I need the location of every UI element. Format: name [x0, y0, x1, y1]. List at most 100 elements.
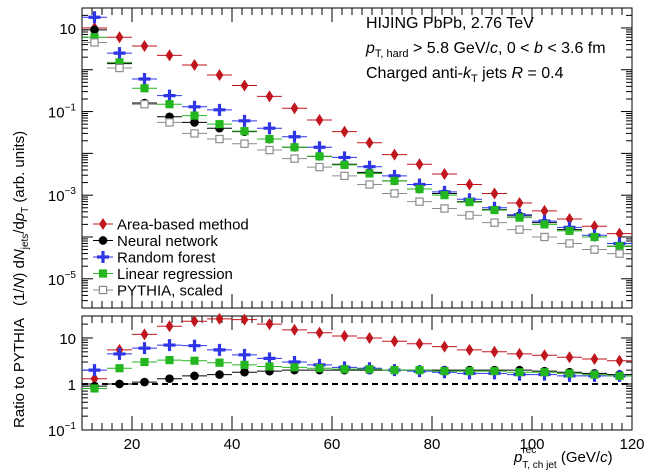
pythia-scaled-point	[465, 211, 474, 220]
area-based-method-point	[190, 58, 199, 71]
area-based-method-point	[440, 340, 449, 353]
pythia-scaled-point	[490, 218, 499, 227]
area-based-method-point	[440, 168, 449, 181]
linear-regression-point	[465, 198, 474, 207]
x-tick-label: 60	[324, 436, 341, 453]
pythia-scaled-point	[115, 63, 124, 73]
pythia-scaled-point	[90, 38, 99, 47]
area-based-method-point	[165, 49, 174, 62]
x-axis-label: prec T, ch jet (GeV/c)	[513, 445, 613, 471]
random-forest-point	[263, 352, 276, 365]
random-forest-point	[163, 89, 176, 102]
bottom-x-ticks: 20 40 60 80 100 120	[81, 316, 645, 453]
area-based-method-point	[265, 318, 274, 331]
legend-marker-neural-network	[98, 236, 108, 245]
linear-regression-point	[340, 160, 349, 169]
neural-network-point	[190, 118, 199, 127]
pythia-scaled-point	[140, 99, 149, 109]
top-plot-frame	[81, 7, 633, 309]
linear-regression-point	[565, 226, 574, 235]
area-based-method-point	[215, 312, 224, 325]
area-based-method-point	[165, 320, 174, 333]
area-based-method-point	[615, 354, 624, 367]
random-forest-point	[113, 347, 126, 360]
random-forest-point	[113, 47, 126, 60]
linear-regression-point	[140, 357, 149, 367]
linear-regression-point	[440, 191, 449, 200]
legend-marker-linear-regression	[98, 269, 108, 278]
linear-regression-point	[590, 232, 599, 242]
area-based-method-point	[365, 136, 374, 149]
annotation-line-3: Charged anti-kT jets R = 0.4	[366, 65, 564, 85]
area-based-method-point	[565, 351, 574, 364]
linear-regression-point	[490, 205, 499, 215]
area-based-method-point	[340, 125, 349, 138]
linear-regression-point	[365, 169, 374, 178]
top-y-tick-label: 10−1	[48, 103, 77, 122]
pythia-scaled-point	[440, 204, 449, 213]
legend-marker-pythia-scaled	[98, 285, 108, 295]
area-based-method-point	[515, 196, 524, 209]
top-data-points	[82, 11, 632, 258]
area-based-method-point	[490, 187, 499, 200]
area-based-method-point	[390, 335, 399, 348]
random-forest-point	[88, 364, 101, 377]
bottom-y-axis-label: Ratio to PYTHIA	[11, 318, 28, 428]
area-based-method-point	[215, 68, 224, 81]
linear-regression-point	[615, 371, 624, 380]
area-based-method-point	[615, 227, 624, 240]
neural-network-point	[90, 25, 99, 35]
area-based-method-point	[115, 31, 124, 44]
linear-regression-point	[415, 366, 424, 375]
legend-marker-random-forest	[97, 251, 109, 263]
linear-regression-point	[140, 84, 149, 93]
linear-regression-point	[165, 100, 174, 109]
linear-regression-point	[115, 58, 124, 67]
random-forest-point	[138, 342, 151, 355]
random-forest-point	[238, 348, 251, 361]
top-y-tick-label: 10−5	[48, 270, 77, 289]
random-forest-point	[138, 73, 151, 86]
bottom-y-tick-label: 1	[68, 377, 76, 394]
random-forest-point	[288, 130, 301, 143]
pythia-scaled-point	[565, 239, 574, 248]
area-based-method-point	[465, 343, 474, 356]
x-tick-label: 100	[519, 436, 544, 453]
pythia-scaled-point	[540, 232, 549, 242]
neural-network-point	[190, 371, 199, 381]
top-y-ticks: 10 10−1 10−3 10−5	[48, 7, 632, 309]
area-based-method-point	[140, 39, 149, 52]
neural-network-point	[215, 370, 224, 379]
top-y-axis-label: (1/N) dNjets/dpT (arb. units)	[11, 131, 31, 306]
linear-regression-point	[590, 370, 599, 379]
linear-regression-point	[440, 367, 449, 376]
linear-regression-point	[165, 356, 174, 365]
random-forest-point	[213, 343, 226, 356]
neural-network-point	[165, 374, 174, 384]
top-x-ticks	[81, 8, 633, 308]
linear-regression-point	[190, 111, 199, 120]
linear-regression-point	[465, 367, 474, 376]
area-based-method-point	[590, 220, 599, 233]
area-based-method-point	[465, 178, 474, 191]
area-based-method-point	[240, 79, 249, 92]
linear-regression-point	[240, 127, 249, 136]
neural-network-point	[140, 377, 149, 387]
linear-regression-point	[415, 184, 424, 194]
pythia-scaled-point	[590, 245, 599, 254]
linear-regression-point	[315, 364, 324, 373]
random-forest-point	[188, 339, 201, 352]
random-forest-point	[213, 103, 226, 116]
random-forest-point	[163, 339, 176, 352]
area-based-method-point	[315, 113, 324, 126]
random-forest-point	[263, 122, 276, 135]
area-based-method-point	[540, 204, 549, 217]
linear-regression-point	[290, 363, 299, 372]
area-based-method-point	[90, 372, 99, 385]
area-based-method-point	[565, 212, 574, 225]
area-based-method-point	[290, 102, 299, 115]
linear-regression-point	[490, 367, 499, 376]
pythia-scaled-point	[190, 129, 199, 138]
area-based-method-point	[540, 349, 549, 362]
